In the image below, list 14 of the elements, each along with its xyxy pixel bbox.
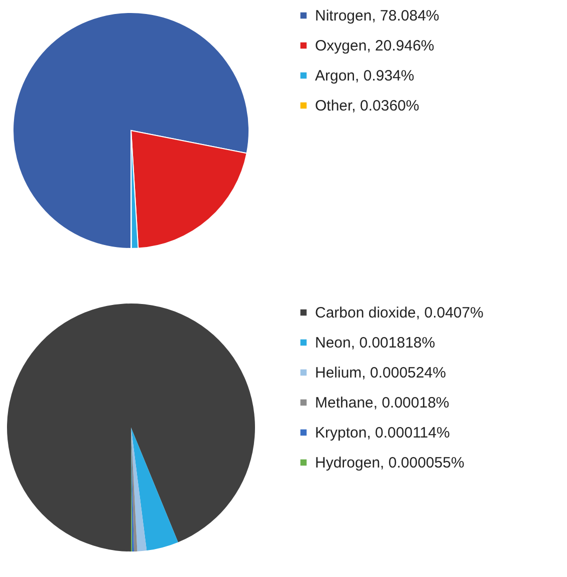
pie-slice <box>12 12 250 249</box>
legend-label: Krypton, 0.000114% <box>315 424 450 442</box>
legend-label: Hydrogen, 0.000055% <box>315 454 464 472</box>
legend-label: Methane, 0.00018% <box>315 394 450 412</box>
pie-slice <box>131 428 147 552</box>
legend-label: Neon, 0.001818% <box>315 334 436 352</box>
pie-slice <box>131 428 178 551</box>
legend-label: Oxygen, 20.946% <box>315 38 434 54</box>
legend-label: Nitrogen, 78.084% <box>315 8 440 24</box>
pie-slice <box>7 304 255 552</box>
legend-label: Argon, 0.934% <box>315 68 414 84</box>
legend-label: Other, 0.0360% <box>315 98 420 114</box>
legend-label: Carbon dioxide, 0.0407% <box>315 304 484 322</box>
legend-label: Helium, 0.000524% <box>315 364 446 382</box>
